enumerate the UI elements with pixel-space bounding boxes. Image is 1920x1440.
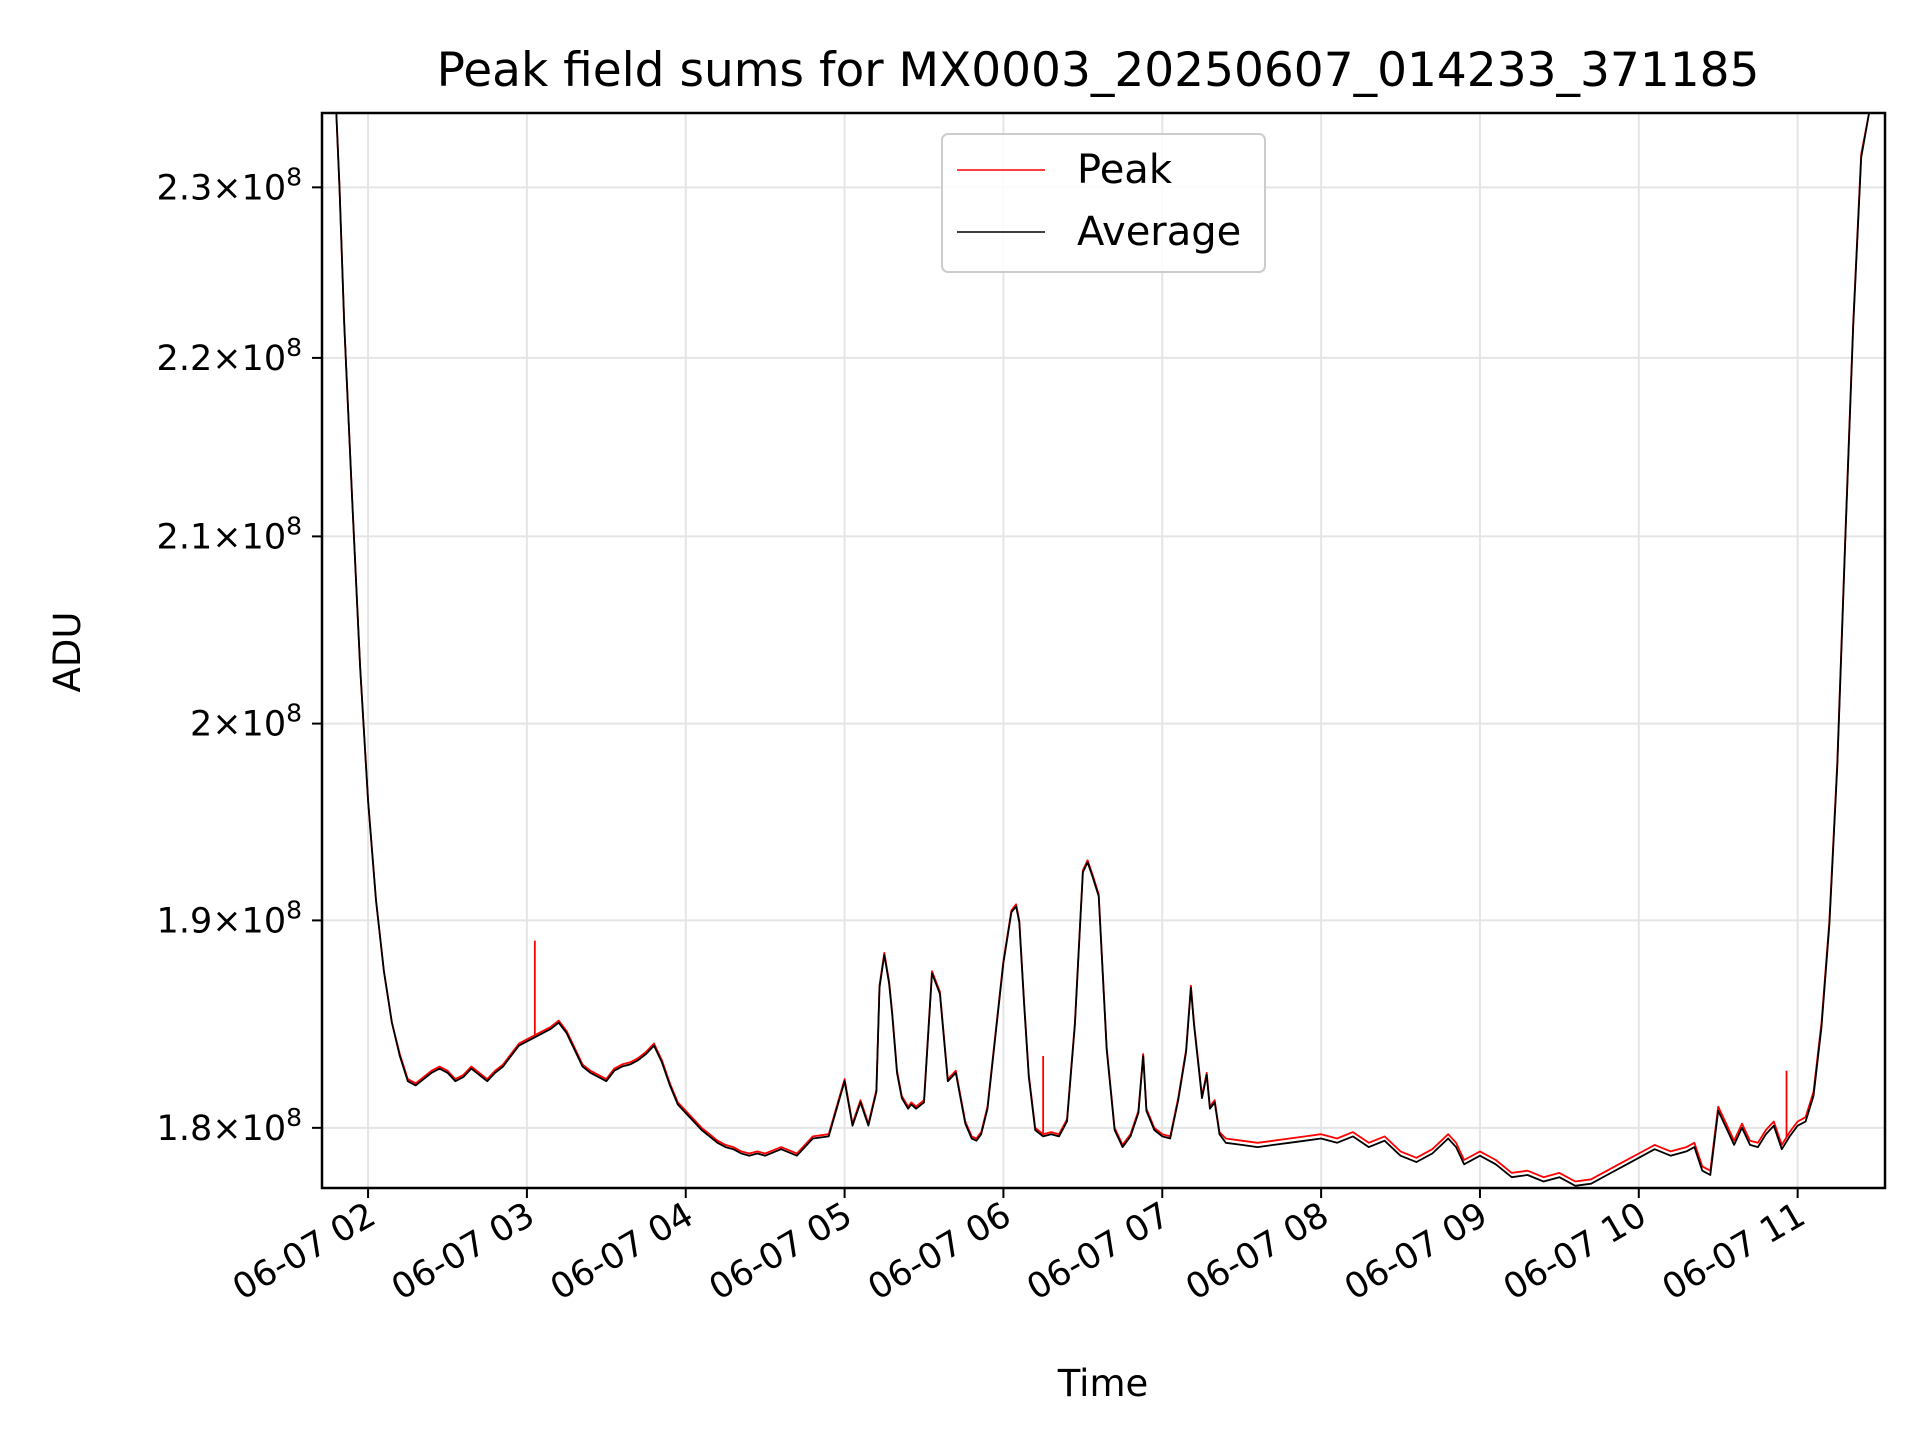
y-axis-title: ADU <box>46 612 89 693</box>
y-tick-mantissa: 2.1 <box>157 517 213 557</box>
series-line-average <box>322 113 1885 1187</box>
x-tick-label: 06-07 09 <box>1338 1195 1494 1308</box>
y-tick-mantissa: 2 <box>190 705 212 745</box>
chart-title: Peak field sums for MX0003_20250607_0142… <box>437 43 1760 98</box>
y-tick-exponent: 8 <box>286 1103 302 1132</box>
series-line-peak <box>322 113 1885 1183</box>
y-tick-exponent: 8 <box>286 895 302 924</box>
x-tick-label: 06-07 02 <box>226 1195 382 1308</box>
plot-area-frame <box>320 111 1887 1190</box>
y-tick-multiplier: ×10 <box>212 705 286 745</box>
x-tick-label: 06-07 10 <box>1497 1195 1653 1308</box>
x-tick-label: 06-07 06 <box>862 1195 1018 1308</box>
y-tick-exponent: 8 <box>286 511 302 540</box>
y-tick-label: 2.1×108 <box>157 511 302 557</box>
x-tick-label: 06-07 04 <box>544 1195 700 1308</box>
x-axis: 06-07 02 06-07 03 06-07 04 06-07 05 06-07 06… <box>226 1188 1812 1308</box>
y-tick-mantissa: 2.2 <box>157 339 213 379</box>
x-tick-label: 06-07 03 <box>385 1195 541 1308</box>
y-tick-label: 2.3×108 <box>157 162 302 208</box>
x-tick-label: 06-07 11 <box>1656 1195 1812 1308</box>
y-tick-mantissa: 1.9 <box>157 901 213 941</box>
y-tick-multiplier: ×10 <box>212 517 286 557</box>
legend-label-peak: Peak <box>1077 147 1173 193</box>
x-axis-title: Time <box>1057 1362 1149 1405</box>
y-tick-label: 1.9×108 <box>157 895 302 941</box>
y-tick-mantissa: 1.8 <box>157 1109 213 1149</box>
y-tick-multiplier: ×10 <box>212 339 286 379</box>
x-tick-label: 06-07 08 <box>1179 1195 1335 1308</box>
y-tick-exponent: 8 <box>286 699 302 728</box>
series-layer <box>322 113 1885 1187</box>
y-tick-multiplier: ×10 <box>212 1109 286 1149</box>
legend-box <box>941 133 1266 273</box>
y-tick-multiplier: ×10 <box>212 901 286 941</box>
y-tick-mantissa: 2.3 <box>157 168 213 208</box>
legend: Peak Average <box>941 133 1266 273</box>
grid-layer <box>322 113 1885 1188</box>
y-tick-label: 2.2×108 <box>157 333 302 379</box>
y-tick-exponent: 8 <box>286 162 302 191</box>
legend-label-average: Average <box>1077 209 1241 255</box>
y-tick-multiplier: ×10 <box>212 168 286 208</box>
y-tick-label: 1.8×108 <box>157 1103 302 1149</box>
y-tick-label: 2×108 <box>190 699 302 745</box>
x-tick-label: 06-07 05 <box>703 1195 859 1308</box>
x-tick-label: 06-07 07 <box>1020 1195 1176 1308</box>
y-tick-exponent: 8 <box>286 333 302 362</box>
